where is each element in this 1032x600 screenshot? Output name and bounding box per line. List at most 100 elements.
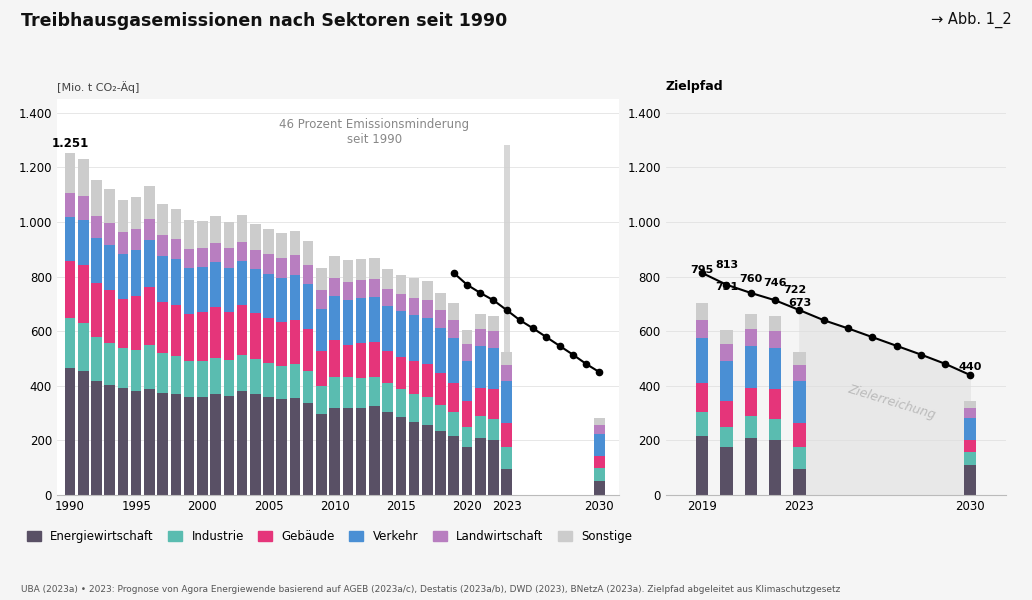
Bar <box>475 388 485 416</box>
Text: 760: 760 <box>739 274 763 284</box>
Bar <box>263 397 273 495</box>
Text: 1.251: 1.251 <box>52 137 89 149</box>
Bar <box>449 320 459 338</box>
Bar <box>794 365 806 381</box>
Bar <box>104 290 115 343</box>
Bar <box>118 348 128 388</box>
Bar <box>250 313 260 359</box>
Bar <box>211 394 221 495</box>
Bar <box>184 397 194 495</box>
Bar <box>720 344 733 361</box>
Bar <box>78 196 89 220</box>
Bar <box>696 303 708 320</box>
Bar <box>250 224 260 250</box>
Bar <box>356 408 366 495</box>
Bar <box>475 416 485 439</box>
Bar <box>197 397 207 495</box>
Bar <box>224 268 234 312</box>
Bar <box>91 283 102 337</box>
Bar <box>395 357 407 389</box>
Bar <box>422 300 432 318</box>
Bar <box>303 265 314 284</box>
Bar <box>745 329 756 346</box>
Bar <box>303 284 314 329</box>
Bar <box>964 465 976 495</box>
Bar <box>594 481 605 495</box>
Bar <box>236 305 248 355</box>
Bar <box>356 377 366 408</box>
Bar <box>794 381 806 422</box>
Bar <box>184 220 194 248</box>
Bar <box>745 346 756 388</box>
Bar <box>250 359 260 394</box>
Legend: Energiewirtschaft, Industrie, Gebäude, Verkehr, Landwirtschaft, Sonstige: Energiewirtschaft, Industrie, Gebäude, V… <box>27 530 633 543</box>
Bar <box>461 361 473 401</box>
Bar <box>131 229 141 250</box>
Bar <box>224 360 234 395</box>
Bar <box>118 299 128 348</box>
Bar <box>104 343 115 385</box>
Bar <box>224 222 234 248</box>
Bar <box>461 427 473 448</box>
Bar <box>65 154 75 193</box>
Bar <box>696 383 708 412</box>
Bar <box>356 343 366 377</box>
Bar <box>236 355 248 391</box>
Bar <box>502 365 512 381</box>
Bar <box>329 340 340 377</box>
Bar <box>303 329 314 371</box>
Text: Zielerreichung: Zielerreichung <box>846 383 937 422</box>
Bar <box>118 254 128 299</box>
Text: 746: 746 <box>764 278 786 288</box>
Bar <box>157 302 168 353</box>
Bar <box>184 248 194 268</box>
Bar <box>157 353 168 394</box>
Bar <box>157 235 168 256</box>
Bar <box>211 358 221 394</box>
Bar <box>78 159 89 196</box>
Bar <box>769 389 781 419</box>
Bar <box>104 190 115 223</box>
Bar <box>211 262 221 307</box>
Bar <box>409 394 419 422</box>
Bar <box>131 350 141 391</box>
Bar <box>488 440 498 495</box>
Bar <box>211 242 221 262</box>
Bar <box>329 256 340 278</box>
Bar <box>144 185 155 218</box>
Bar <box>184 314 194 361</box>
Bar <box>131 296 141 350</box>
Bar <box>277 399 287 495</box>
Bar <box>488 348 498 389</box>
Bar <box>395 275 407 294</box>
Bar <box>409 278 419 298</box>
Bar <box>144 345 155 389</box>
Bar <box>316 415 327 495</box>
Bar <box>144 218 155 240</box>
Bar <box>769 316 781 331</box>
Bar <box>382 412 393 495</box>
Bar <box>329 278 340 296</box>
Bar <box>488 419 498 440</box>
Bar <box>504 145 510 495</box>
Bar <box>769 419 781 440</box>
Bar <box>794 352 806 365</box>
Text: 813: 813 <box>715 260 738 269</box>
Bar <box>157 205 168 235</box>
Bar <box>290 364 300 398</box>
Bar <box>263 254 273 274</box>
Bar <box>369 279 380 297</box>
Bar <box>263 274 273 319</box>
Bar <box>263 229 273 254</box>
Text: 722: 722 <box>783 284 806 295</box>
Bar <box>449 436 459 495</box>
Bar <box>409 315 419 361</box>
Bar <box>436 404 446 431</box>
Text: [Mio. t CO₂-Äq]: [Mio. t CO₂-Äq] <box>57 81 139 93</box>
Bar <box>720 330 733 344</box>
Bar <box>343 300 353 345</box>
Bar <box>382 289 393 306</box>
Bar <box>91 180 102 215</box>
Bar <box>65 193 75 217</box>
Bar <box>594 434 605 456</box>
